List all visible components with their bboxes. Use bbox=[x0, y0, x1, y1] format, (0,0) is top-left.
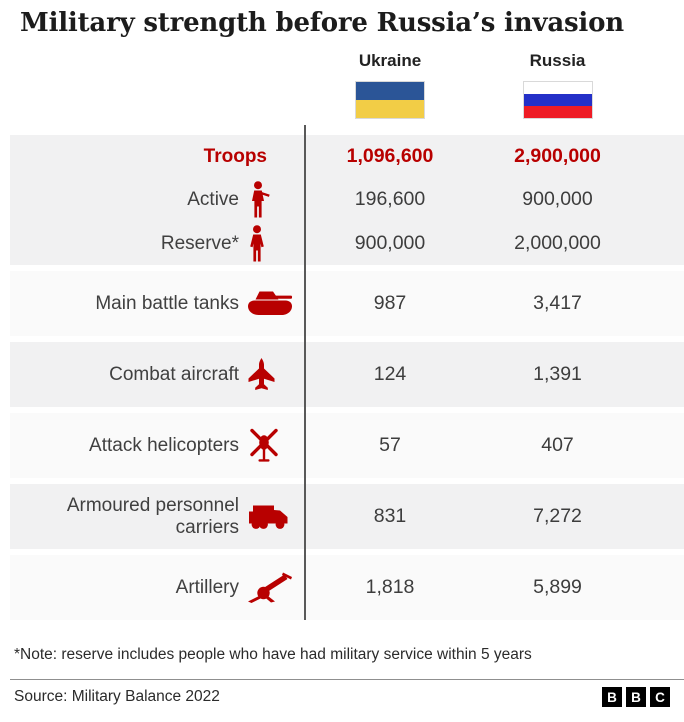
table-row-tanks: Main battle tanks 987 3,417 bbox=[10, 271, 684, 336]
row-label: Attack helicopters bbox=[89, 434, 239, 456]
helicopters-row-block: Attack helicopters 57 407 bbox=[10, 413, 684, 478]
table-row-apc: Armoured personnel carriers 831 7,272 bbox=[10, 484, 684, 549]
comparison-table: Troops 1,096,600 2,900,000 Active bbox=[10, 125, 684, 620]
troops-group: Troops 1,096,600 2,900,000 Active bbox=[10, 135, 684, 265]
ukraine-value: 124 bbox=[373, 363, 407, 385]
table-row-artillery: Artillery 1,818 5,899 bbox=[10, 555, 684, 620]
russia-flag-blue-stripe bbox=[523, 94, 592, 106]
column-headers: Ukraine Russia bbox=[10, 51, 684, 119]
russia-column-header: Russia bbox=[475, 51, 640, 119]
ukraine-value: 900,000 bbox=[354, 231, 426, 254]
person-icon bbox=[247, 225, 293, 262]
ukraine-header-label: Ukraine bbox=[358, 51, 422, 70]
ukraine-value: 196,600 bbox=[354, 188, 426, 211]
row-label: Armoured personnel carriers bbox=[66, 495, 239, 538]
row-label: Combat aircraft bbox=[109, 363, 239, 385]
russia-value: 5,899 bbox=[533, 576, 582, 598]
russia-value: 900,000 bbox=[522, 188, 593, 211]
ukraine-flag bbox=[355, 81, 425, 119]
row-label-cell: Combat aircraft bbox=[10, 357, 305, 392]
ukraine-flag-blue-stripe bbox=[356, 82, 424, 100]
row-label-cell: Troops bbox=[10, 146, 305, 167]
row-label: Troops bbox=[203, 146, 267, 168]
ukraine-value: 57 bbox=[379, 434, 401, 456]
footnote: *Note: reserve includes people who have … bbox=[14, 646, 532, 663]
row-label-cell: Reserve* bbox=[10, 225, 305, 262]
russia-value: 407 bbox=[541, 434, 574, 456]
ukraine-value: 831 bbox=[373, 505, 407, 527]
russia-value: 7,272 bbox=[533, 505, 582, 527]
row-label-cell: Main battle tanks bbox=[10, 291, 305, 317]
fighter-jet-icon bbox=[247, 357, 293, 392]
russia-flag-red-stripe bbox=[523, 106, 592, 118]
bbc-logo-letter: B bbox=[602, 687, 622, 707]
row-label: Artillery bbox=[175, 576, 239, 598]
truck-icon bbox=[247, 503, 293, 530]
soldier-icon bbox=[247, 181, 293, 218]
tank-icon bbox=[247, 291, 293, 317]
row-label: Main battle tanks bbox=[95, 292, 239, 314]
table-row-helicopters: Attack helicopters 57 407 bbox=[10, 413, 684, 478]
row-label-cell: Artillery bbox=[10, 572, 305, 603]
footer: Source: Military Balance 2022 B B C bbox=[14, 687, 670, 707]
tanks-row-block: Main battle tanks 987 3,417 bbox=[10, 271, 684, 336]
russia-value: 3,417 bbox=[533, 292, 582, 314]
apc-row-block: Armoured personnel carriers 831 7,272 bbox=[10, 484, 684, 549]
bbc-logo-letter: C bbox=[650, 687, 670, 707]
ukraine-flag-yellow-stripe bbox=[356, 100, 424, 118]
aircraft-row-block: Combat aircraft 124 1,391 bbox=[10, 342, 684, 407]
row-label-cell: Armoured personnel carriers bbox=[10, 495, 305, 538]
bbc-logo-letter: B bbox=[626, 687, 646, 707]
header-spacer bbox=[10, 51, 305, 119]
ukraine-value: 1,096,600 bbox=[346, 145, 434, 168]
table-row-aircraft: Combat aircraft 124 1,391 bbox=[10, 342, 684, 407]
russia-value: 1,391 bbox=[533, 363, 582, 385]
russia-value: 2,900,000 bbox=[514, 145, 601, 168]
table-row-active: Active 196,600 900,000 bbox=[10, 178, 684, 221]
source-text: Source: Military Balance 2022 bbox=[14, 688, 220, 705]
row-label: Active bbox=[187, 189, 239, 211]
row-label-cell: Active bbox=[10, 181, 305, 218]
artillery-row-block: Artillery 1,818 5,899 bbox=[10, 555, 684, 620]
row-label: Reserve* bbox=[160, 232, 239, 254]
ukraine-value: 987 bbox=[373, 292, 407, 314]
russia-flag bbox=[522, 81, 593, 119]
row-label-cell: Attack helicopters bbox=[10, 427, 305, 464]
russia-flag-white-stripe bbox=[523, 82, 592, 94]
table-row-reserve: Reserve* 900,000 2,000,000 bbox=[10, 222, 684, 265]
russia-value: 2,000,000 bbox=[514, 231, 601, 254]
helicopter-icon bbox=[247, 427, 293, 464]
bbc-logo: B B C bbox=[602, 687, 670, 707]
column-divider-line bbox=[304, 125, 306, 620]
ukraine-column-header: Ukraine bbox=[305, 51, 475, 119]
footer-divider bbox=[10, 679, 684, 680]
ukraine-value: 1,818 bbox=[365, 576, 415, 598]
russia-header-label: Russia bbox=[529, 51, 586, 70]
page-title: Military strength before Russia’s invasi… bbox=[20, 8, 624, 38]
cannon-icon bbox=[247, 572, 293, 603]
table-row-troops: Troops 1,096,600 2,900,000 bbox=[10, 135, 684, 178]
